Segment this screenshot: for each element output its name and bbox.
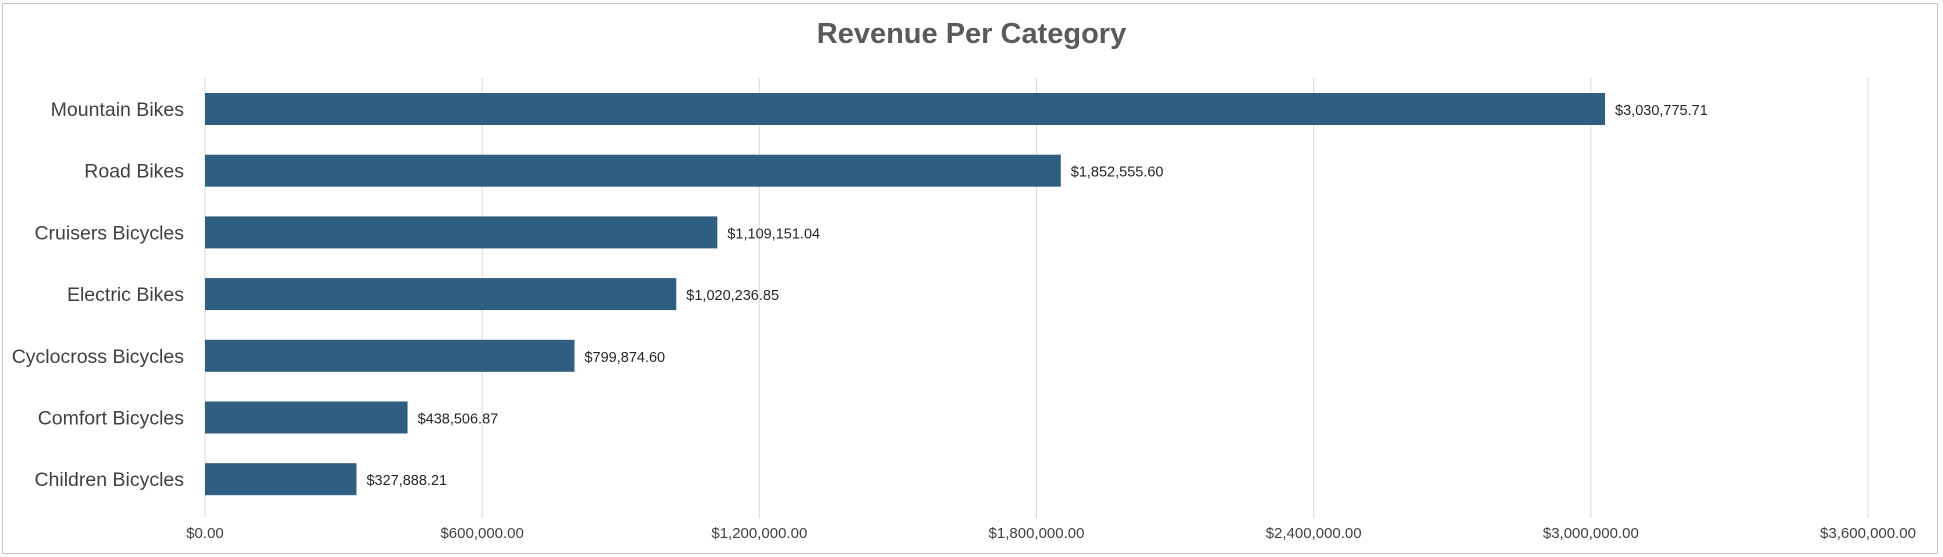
data-labels: $3,030,775.71 $1,852,555.60 $1,109,151.04 $…	[366, 103, 1707, 489]
category-label: Road Bikes	[84, 161, 184, 183]
category-label: Children Bicycles	[34, 469, 184, 491]
data-label: $799,874.60	[584, 350, 665, 366]
data-label: $1,109,151.04	[727, 226, 820, 242]
bar	[205, 93, 1606, 125]
bars	[205, 93, 1606, 496]
data-label: $1,852,555.60	[1071, 165, 1164, 181]
data-label: $1,020,236.85	[686, 288, 779, 304]
data-label: $327,888.21	[366, 473, 447, 489]
x-tick-label: $0.00	[186, 525, 224, 542]
x-tick-label: $2,400,000.00	[1266, 525, 1362, 542]
category-labels: Mountain Bikes Road Bikes Cruisers Bicycle…	[12, 99, 185, 491]
bar	[205, 339, 575, 372]
data-label: $3,030,775.71	[1615, 103, 1708, 119]
category-label: Cyclocross Bicycles	[12, 346, 185, 368]
chart-title: Revenue Per Category	[816, 18, 1127, 50]
bar	[205, 154, 1061, 187]
data-label: $438,506.87	[418, 412, 499, 428]
bar	[205, 463, 357, 496]
gridlines	[204, 78, 1869, 518]
bar	[205, 216, 718, 249]
category-label: Comfort Bicycles	[38, 408, 185, 430]
category-label: Electric Bikes	[67, 284, 184, 306]
x-tick-label: $1,200,000.00	[711, 525, 807, 542]
x-tick-label: $600,000.00	[440, 525, 523, 542]
x-tick-label: $1,800,000.00	[989, 525, 1085, 542]
x-axis-ticks: $0.00 $600,000.00 $1,200,000.00 $1,800,000.…	[186, 525, 1916, 542]
category-label: Cruisers Bicycles	[34, 222, 184, 244]
x-tick-label: $3,600,000.00	[1820, 525, 1916, 542]
category-label: Mountain Bikes	[51, 99, 185, 121]
x-tick-label: $3,000,000.00	[1543, 525, 1639, 542]
bar	[205, 278, 677, 311]
bar	[205, 401, 408, 434]
